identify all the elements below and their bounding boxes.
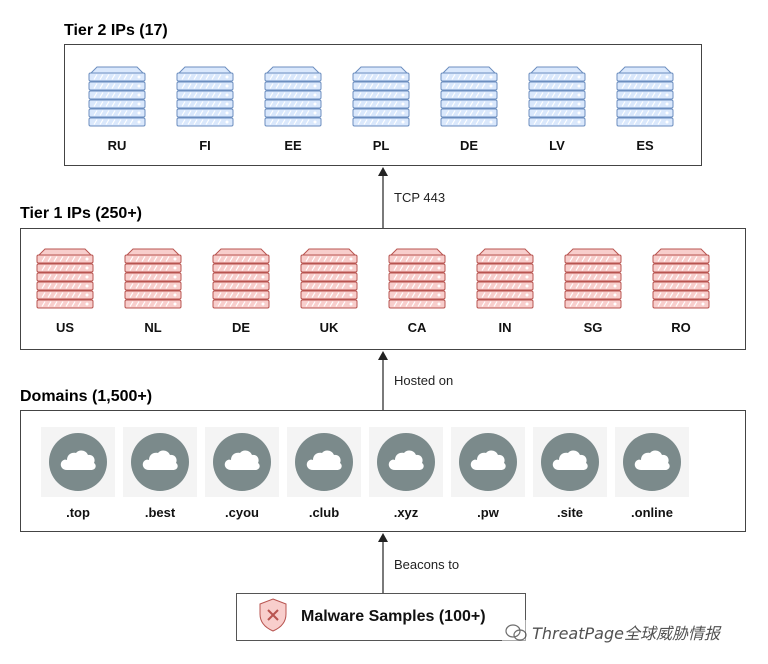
tier1-server-row: US NL DE UK CA IN SG RO bbox=[33, 247, 713, 335]
server-label: RO bbox=[671, 320, 691, 335]
cloud-icon bbox=[451, 427, 525, 497]
server-rack-icon bbox=[437, 65, 501, 132]
tier1-server-in: IN bbox=[473, 247, 537, 335]
domain-site: .site bbox=[533, 427, 607, 520]
server-label: DE bbox=[231, 320, 251, 335]
tier2-panel: RU FI EE PL DE LV ES bbox=[64, 44, 702, 166]
server-label: US bbox=[55, 320, 75, 335]
tier2-server-ee: EE bbox=[261, 65, 325, 153]
server-label: LV bbox=[549, 138, 565, 153]
cloud-icon bbox=[41, 427, 115, 497]
tier1-panel: US NL DE UK CA IN SG RO bbox=[20, 228, 746, 350]
cloud-icon bbox=[369, 427, 443, 497]
server-rack-icon bbox=[385, 247, 449, 314]
cloud-icon bbox=[615, 427, 689, 497]
tier2-server-de: DE bbox=[437, 65, 501, 153]
tcp443-label: TCP 443 bbox=[394, 190, 446, 205]
domain-online: .online bbox=[615, 427, 689, 520]
domain-label: .club bbox=[308, 505, 340, 520]
domain-xyz: .xyz bbox=[369, 427, 443, 520]
server-label: PL bbox=[372, 138, 390, 153]
server-rack-icon bbox=[209, 247, 273, 314]
tier2-server-row: RU FI EE PL DE LV ES bbox=[85, 65, 677, 153]
tier1-server-us: US bbox=[33, 247, 97, 335]
server-rack-icon bbox=[173, 65, 237, 132]
tier2-server-es: ES bbox=[613, 65, 677, 153]
server-rack-icon bbox=[33, 247, 97, 314]
domain-label: .cyou bbox=[225, 505, 259, 520]
server-rack-icon bbox=[85, 65, 149, 132]
domain-club: .club bbox=[287, 427, 361, 520]
tier1-server-de: DE bbox=[209, 247, 273, 335]
tier1-server-sg: SG bbox=[561, 247, 625, 335]
tier2-server-fi: FI bbox=[173, 65, 237, 153]
wechat-icon bbox=[505, 623, 527, 646]
server-label: EE bbox=[284, 138, 302, 153]
tier1-server-nl: NL bbox=[121, 247, 185, 335]
tier1-server-ca: CA bbox=[385, 247, 449, 335]
cloud-icon bbox=[533, 427, 607, 497]
domain-row: .top .best .cyou .club .xyz .pw .site .online bbox=[41, 427, 689, 520]
server-rack-icon bbox=[649, 247, 713, 314]
watermark: ThreatPage全球威胁情报 bbox=[502, 620, 723, 646]
domains-title: Domains (1,500+) bbox=[20, 388, 153, 405]
beacons-to-label: Beacons to bbox=[394, 557, 460, 572]
arrow-tcp443 bbox=[378, 167, 388, 228]
domain-top: .top bbox=[41, 427, 115, 520]
cloud-icon bbox=[123, 427, 197, 497]
server-label: ES bbox=[636, 138, 654, 153]
server-label: CA bbox=[407, 320, 427, 335]
server-label: SG bbox=[583, 320, 603, 335]
server-label: NL bbox=[144, 320, 162, 335]
domain-label: .site bbox=[556, 505, 583, 520]
tier1-server-uk: UK bbox=[297, 247, 361, 335]
domain-label: .online bbox=[631, 505, 673, 520]
server-label: DE bbox=[459, 138, 479, 153]
shield-x-icon bbox=[257, 597, 289, 638]
malware-samples-box: Malware Samples (100+) bbox=[236, 593, 526, 641]
tier2-server-pl: PL bbox=[349, 65, 413, 153]
server-rack-icon bbox=[473, 247, 537, 314]
domain-label: .best bbox=[144, 505, 176, 520]
tier2-server-ru: RU bbox=[85, 65, 149, 153]
tier1-server-ro: RO bbox=[649, 247, 713, 335]
arrow-beacons-to bbox=[378, 533, 388, 594]
cloud-icon bbox=[205, 427, 279, 497]
server-rack-icon bbox=[121, 247, 185, 314]
domain-pw: .pw bbox=[451, 427, 525, 520]
server-label: UK bbox=[319, 320, 339, 335]
arrow-hosted-on bbox=[378, 351, 388, 410]
domain-label: .xyz bbox=[393, 505, 419, 520]
server-label: FI bbox=[199, 138, 211, 153]
hosted-on-label: Hosted on bbox=[394, 373, 454, 388]
server-rack-icon bbox=[613, 65, 677, 132]
server-rack-icon bbox=[261, 65, 325, 132]
watermark-text: ThreatPage全球威胁情报 bbox=[532, 624, 720, 643]
malware-samples-label: Malware Samples (100+) bbox=[301, 608, 486, 625]
tier2-server-lv: LV bbox=[525, 65, 589, 153]
server-rack-icon bbox=[525, 65, 589, 132]
domain-best: .best bbox=[123, 427, 197, 520]
server-rack-icon bbox=[297, 247, 361, 314]
domain-cyou: .cyou bbox=[205, 427, 279, 520]
server-label: IN bbox=[498, 320, 512, 335]
domain-label: .top bbox=[66, 505, 90, 520]
cloud-icon bbox=[287, 427, 361, 497]
domain-label: .pw bbox=[477, 505, 499, 520]
tier1-title: Tier 1 IPs (250+) bbox=[20, 205, 142, 222]
server-rack-icon bbox=[349, 65, 413, 132]
tier2-title: Tier 2 IPs (17) bbox=[64, 22, 168, 39]
server-label: RU bbox=[107, 138, 127, 153]
server-rack-icon bbox=[561, 247, 625, 314]
domains-panel: .top .best .cyou .club .xyz .pw .site .online bbox=[20, 410, 746, 532]
